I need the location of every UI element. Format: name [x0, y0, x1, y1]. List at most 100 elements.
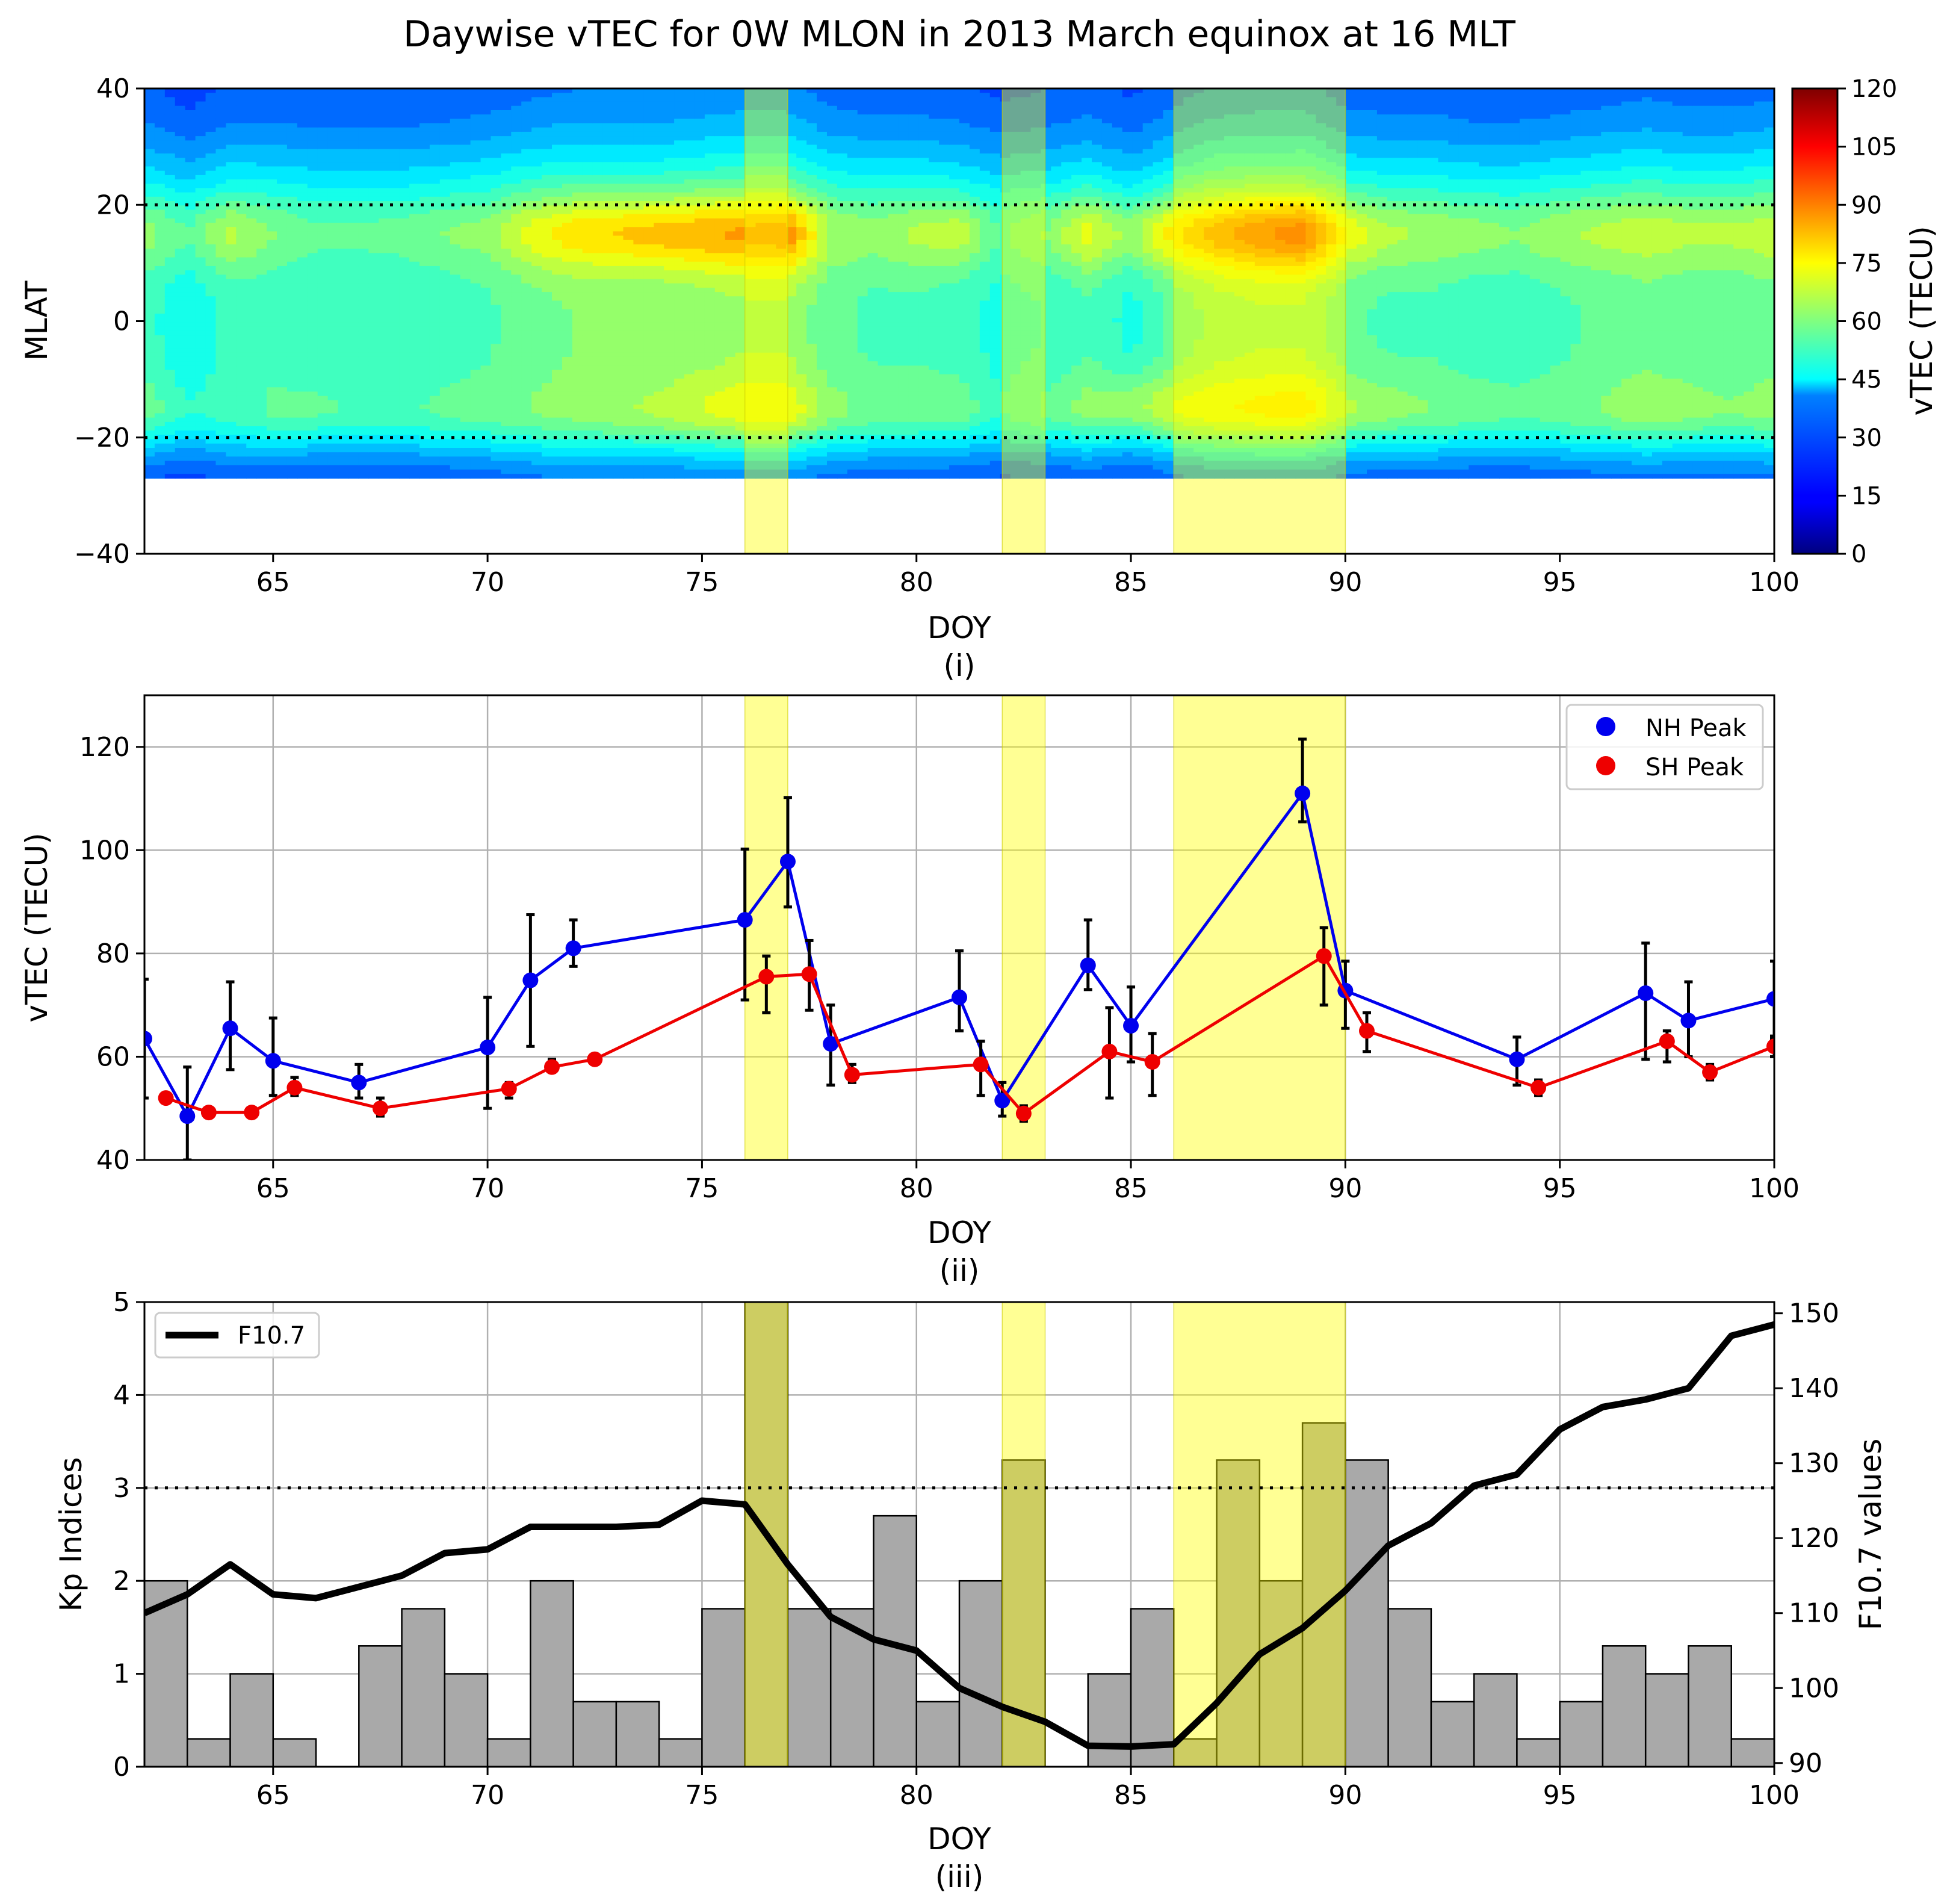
heatmap-cell [623, 383, 634, 388]
heatmap-cell [439, 270, 451, 276]
heatmap-cell [613, 409, 624, 414]
heatmap-cell [470, 253, 481, 258]
heatmap-cell [277, 136, 288, 141]
heatmap-cell [511, 443, 522, 448]
heatmap-cell [317, 144, 329, 150]
heatmap-cell [256, 318, 267, 323]
heatmap-cell [552, 149, 563, 154]
heatmap-cell [470, 119, 481, 124]
heatmap-cell [144, 409, 155, 414]
heatmap-cell [542, 240, 552, 245]
heatmap-cell [562, 421, 573, 427]
heatmap-cell [317, 166, 329, 172]
heatmap-cell [307, 300, 318, 306]
heatmap-cell [521, 257, 532, 262]
heatmap-cell [480, 348, 492, 353]
heatmap-cell [195, 439, 206, 444]
heatmap-cell [175, 244, 186, 249]
heatmap-cell [205, 184, 217, 189]
heatmap-cell [409, 119, 420, 124]
heatmap-cell [144, 439, 155, 444]
heatmap-cell [460, 348, 471, 353]
heatmap-cell [154, 270, 166, 276]
heatmap-cell [307, 123, 318, 128]
heatmap-cell [511, 274, 522, 280]
heatmap-cell [704, 222, 716, 228]
heatmap-cell [582, 192, 593, 197]
heatmap-cell [633, 144, 645, 150]
heatmap-cell [419, 318, 430, 323]
heatmap-cell [664, 318, 675, 323]
heatmap-cell [674, 261, 685, 267]
heatmap-cell [348, 136, 359, 141]
heatmap-cell [277, 114, 288, 120]
heatmap-cell [307, 253, 318, 258]
heatmap-cell [256, 421, 267, 427]
heatmap-cell [521, 318, 532, 323]
heatmap-cell [246, 465, 257, 470]
heatmap-cell [501, 395, 512, 401]
heatmap-cell [144, 170, 155, 176]
heatmap-cell [643, 136, 655, 141]
heatmap-cell [195, 409, 206, 414]
heatmap-cell [185, 144, 196, 150]
heatmap-cell [460, 391, 471, 397]
heatmap-cell [562, 188, 573, 193]
heatmap-cell [592, 344, 604, 349]
heatmap-cell [439, 175, 451, 180]
heatmap-cell [246, 296, 257, 302]
heatmap-cell [480, 205, 492, 211]
heatmap-cell [531, 253, 542, 258]
heatmap-cell [531, 235, 542, 241]
heatmap-cell [439, 105, 451, 111]
heatmap-cell [419, 214, 430, 219]
heatmap-cell [633, 175, 645, 180]
heatmap-cell [582, 105, 593, 111]
heatmap-cell [185, 474, 196, 479]
heatmap-cell [327, 352, 339, 358]
heatmap-cell [470, 93, 481, 98]
heatmap-cell [236, 470, 247, 474]
heatmap-cell [480, 261, 492, 267]
heatmap-cell [409, 196, 420, 202]
heatmap-cell [368, 340, 380, 345]
heatmap-cell [542, 222, 552, 228]
heatmap-cell [164, 136, 176, 141]
heatmap-cell [439, 322, 451, 327]
heatmap-cell [399, 144, 410, 150]
heatmap-cell [643, 361, 655, 367]
heatmap-cell [429, 314, 441, 319]
heatmap-cell [175, 383, 186, 388]
heatmap-cell [491, 265, 502, 271]
heatmap-cell [307, 305, 318, 310]
heatmap-cell [379, 352, 389, 358]
heatmap-cell [399, 435, 410, 440]
heatmap-cell [185, 214, 196, 219]
heatmap-cell [267, 110, 277, 115]
heatmap-cell [552, 391, 563, 397]
heatmap-cell [144, 218, 155, 223]
heatmap-cell [684, 127, 695, 132]
heatmap-cell [592, 309, 604, 314]
heatmap-cell [277, 292, 288, 297]
heatmap-cell [236, 365, 247, 371]
heatmap-cell [307, 196, 318, 202]
heatmap-cell [643, 162, 655, 167]
heatmap-cell [419, 114, 430, 120]
heatmap-cell [368, 140, 380, 146]
heatmap-cell [694, 361, 705, 367]
heatmap-cell [613, 348, 624, 353]
heatmap-cell [144, 205, 155, 211]
heatmap-cell [307, 365, 318, 371]
heatmap-cell [501, 474, 512, 479]
heatmap-cell [450, 201, 461, 206]
heatmap-cell [582, 374, 593, 379]
heatmap-cell [195, 340, 206, 345]
heatmap-cell [195, 361, 206, 367]
heatmap-cell [205, 335, 217, 341]
heatmap-cell [256, 474, 267, 479]
heatmap-cell [439, 378, 451, 383]
heatmap-cell [327, 405, 339, 410]
heatmap-cell [338, 257, 349, 262]
heatmap-cell [674, 335, 685, 341]
